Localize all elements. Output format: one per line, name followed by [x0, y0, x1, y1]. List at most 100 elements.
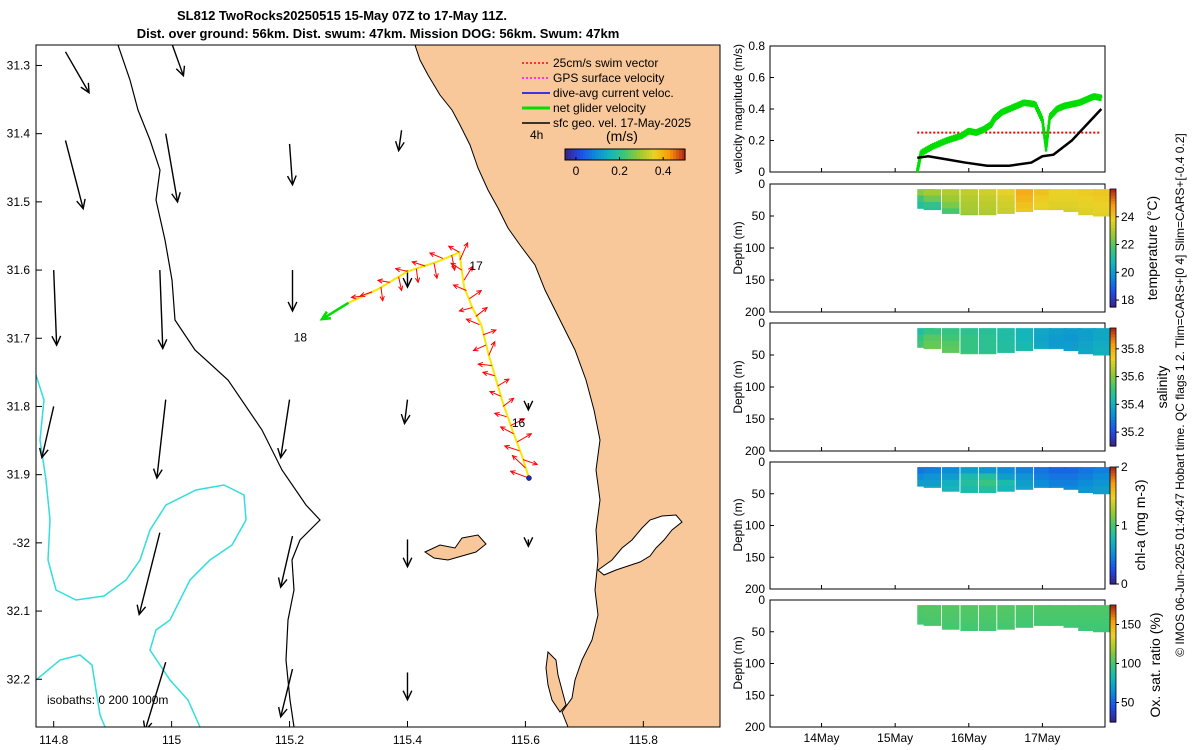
swim-vector-9-head [488, 390, 496, 396]
map-colorbar-cell-26 [643, 149, 647, 160]
temperature-section [917, 189, 1111, 217]
salinity-colorbar-label: salinity [1154, 366, 1170, 409]
oxygen-colorbar-cell-0 [1110, 719, 1116, 723]
geo-vector-8 [287, 270, 298, 313]
swim-vector-32 [376, 278, 390, 284]
temperature-colorbar-cell-12 [1110, 268, 1116, 273]
temperature-cell-2-0 [942, 189, 960, 197]
salinity-cell-11-1 [1092, 334, 1111, 342]
temperature-colorbar-cell-32 [1110, 209, 1116, 214]
swim-vector-0-shaft [510, 470, 530, 479]
temperature-colorbar-cell-18 [1110, 250, 1116, 255]
oxygen-cell-9-3 [1063, 624, 1082, 628]
salinity-colorbar-cell-28 [1110, 360, 1116, 364]
temperature-colorbar-cell-17 [1110, 253, 1116, 258]
salinity-cell-8-3 [1048, 347, 1067, 350]
chla-y-label: Depth (m) [731, 498, 745, 551]
swim-vector-22-head [450, 262, 457, 268]
temperature-cell-9-2 [1063, 201, 1082, 209]
chla-cell-2-1 [942, 473, 960, 481]
swim-vector-22-shaft [450, 262, 463, 271]
salinity-colorbar-cell-30 [1110, 354, 1116, 359]
swim-vector-14-head [472, 346, 479, 352]
chla-colorbar: 0 1 2 [1109, 460, 1128, 591]
chla-colorbar-cell-11 [1110, 548, 1116, 553]
legend-geo-label: sfc geo. vel. 17-May-2025 [553, 116, 691, 130]
chla-cell-11-2 [1092, 479, 1111, 487]
salinity-colorbar-cell-11 [1110, 410, 1116, 415]
chla-cell-1-3 [923, 486, 942, 488]
geo-vector-11-head [152, 468, 163, 480]
swim-vector-1-shaft [512, 455, 526, 469]
oxygen-colorbar-cell-33 [1110, 622, 1116, 627]
temperature-colorbar-cell-2 [1110, 298, 1116, 302]
temperature-cell-6-2 [1015, 201, 1034, 209]
island-garden [545, 650, 567, 713]
chla-cell-11-1 [1092, 473, 1111, 481]
swim-vector-6-head [519, 418, 526, 424]
salinity-cell-3-0 [960, 328, 978, 336]
chla-colorbar-tick-label-0: 0 [1121, 577, 1128, 591]
swim-vector-5 [499, 426, 514, 435]
salinity-cell-8-2 [1048, 340, 1067, 348]
chla-y-tick-label-2: 100 [745, 519, 765, 533]
temperature-cell-11-3 [1092, 208, 1111, 215]
swim-vector-7-head [493, 411, 500, 417]
net-velocity-vector [319, 301, 350, 321]
swim-vector-21-head [467, 265, 473, 272]
oxygen-cell-8-0 [1048, 605, 1067, 612]
map-x-tick-label-0: 114.8 [39, 733, 68, 747]
map-colorbar-cell-36 [673, 149, 677, 160]
map-colorbar-cell-37 [676, 149, 680, 160]
salinity-colorbar-cell-8 [1110, 419, 1116, 423]
geo-vector-15-shaft [138, 532, 161, 615]
geo-vector-21-head [402, 690, 413, 702]
chla-cell-6-0 [1015, 467, 1034, 474]
chla-y-tick-label-1: 50 [752, 487, 766, 501]
salinity-colorbar-cell-15 [1110, 398, 1116, 403]
time-x-ticks: 14May 15May 16May 17May [804, 731, 1061, 745]
swim-vector-4 [516, 433, 533, 443]
temperature-y-tick-label-4: 200 [745, 305, 765, 319]
chla-y-tick-label-3: 150 [745, 550, 765, 564]
temperature-colorbar-cell-15 [1110, 259, 1116, 264]
oxygen-section [917, 605, 1111, 633]
geo-vector-10 [38, 406, 55, 460]
swim-vector-17 [475, 306, 488, 317]
oxygen-cell-9-0 [1063, 605, 1082, 612]
temperature-colorbar: 18 20 22 24 [1109, 188, 1135, 308]
oxygen-cell-1-2 [923, 617, 942, 625]
temperature-cell-3-4 [960, 213, 978, 216]
swim-vector-9 [488, 390, 501, 397]
salinity-cell-10-1 [1078, 334, 1096, 342]
oxygen-colorbar-cell-22 [1110, 654, 1116, 659]
swim-vector-10-head [503, 378, 510, 384]
map-colorbar-cell-12 [601, 149, 605, 160]
oxygen-colorbar: 50 100 150 [1109, 604, 1141, 723]
salinity-cell-10-2 [1078, 340, 1096, 348]
map-colorbar-tick-label-0: 0 [573, 164, 580, 178]
swim-vector-14 [472, 344, 487, 352]
salinity-colorbar-cell-22 [1110, 378, 1116, 382]
salinity-cell-4-0 [978, 328, 997, 336]
oxygen-colorbar-cell-1 [1110, 716, 1116, 720]
legend-scale-label: 4h [530, 128, 543, 142]
chla-colorbar-cell-8 [1110, 557, 1116, 562]
salinity-colorbar-cell-23 [1110, 375, 1116, 379]
oxygen-colorbar-cell-10 [1110, 689, 1116, 694]
salinity-cell-11-3 [1092, 347, 1111, 354]
oxygen-cell-2-0 [942, 605, 960, 612]
oxygen-cell-5-2 [997, 617, 1015, 625]
swim-vector-15 [482, 329, 498, 336]
salinity-colorbar-cell-34 [1110, 342, 1116, 347]
velocity-series-2 [917, 108, 1103, 167]
map-x-tick-label-1: 115 [162, 733, 181, 747]
swim-vector-24-shaft [448, 245, 460, 253]
salinity-colorbar-cell-10 [1110, 413, 1116, 418]
oxygen-cell-7-0 [1034, 605, 1052, 612]
velocity-y-tick-label-0: 0 [758, 165, 765, 179]
salinity-cell-4-2 [978, 340, 997, 348]
temperature-cell-7-3 [1034, 208, 1052, 211]
day-label-18: 18 [294, 331, 308, 345]
swim-vector-35-head [350, 294, 357, 300]
